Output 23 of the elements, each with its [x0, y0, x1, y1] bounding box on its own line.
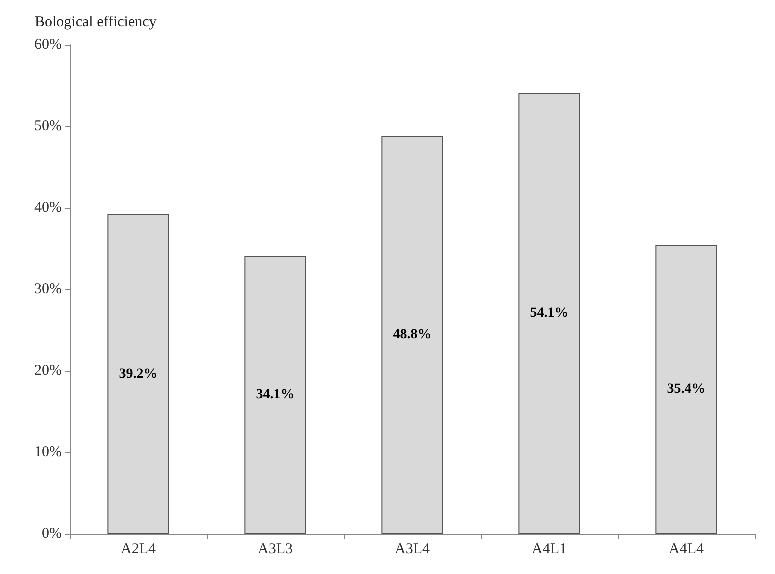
y-tick-label: 10% [34, 444, 62, 460]
y-tick-label: 60% [34, 37, 62, 53]
x-tick-label: A3L4 [395, 542, 430, 558]
data-label: 48.8% [393, 328, 432, 343]
y-tick-label: 40% [34, 200, 62, 216]
data-label: 39.2% [119, 366, 158, 382]
x-tick-label: A4L1 [532, 542, 567, 558]
y-tick-label: 30% [34, 282, 62, 298]
bar [244, 256, 306, 534]
x-tick-label: A2L4 [121, 542, 156, 558]
bar [108, 214, 170, 534]
y-tick-label: 20% [34, 363, 62, 379]
data-label: 34.1% [256, 388, 295, 403]
bar [382, 136, 444, 534]
x-tick-label: A4L4 [669, 542, 704, 558]
bar [518, 93, 580, 534]
data-label: 35.4% [667, 382, 706, 398]
y-tick-label: 0% [42, 526, 62, 542]
y-tick-label: 50% [34, 118, 62, 134]
bar [656, 245, 718, 534]
x-tick-label: A3L3 [258, 542, 293, 558]
y-axis-title: Bological efficiency [35, 14, 158, 30]
data-label: 54.1% [530, 306, 569, 322]
